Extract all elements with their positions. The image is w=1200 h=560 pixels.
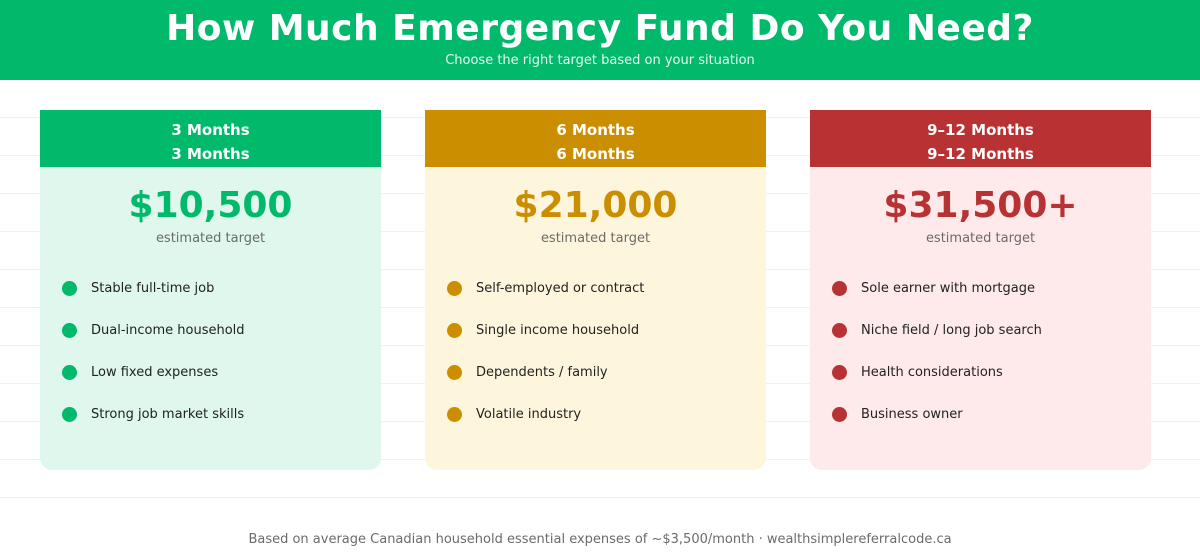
bullet-dot-icon — [832, 364, 847, 380]
list-item-label: Self-employed or contract — [476, 280, 645, 296]
card-6-months: 6 Months 6 Months $21,000 estimated targ… — [425, 110, 766, 470]
list-item-label: Single income household — [476, 322, 640, 338]
card-note: estimated target — [155, 231, 266, 246]
card-label-repeat: 3 Months — [171, 145, 250, 163]
bullet-dot-icon — [62, 280, 77, 296]
card-label-repeat: 9–12 Months — [927, 145, 1034, 163]
list-item: Self-employed or contract — [447, 267, 766, 309]
card-header: 9–12 Months 9–12 Months — [810, 110, 1151, 167]
list-item-label: Dual-income household — [91, 322, 245, 338]
list-item-label: Sole earner with mortgage — [861, 280, 1035, 296]
bullet-dot-icon — [832, 280, 847, 296]
list-item-label: Niche field / long job search — [861, 322, 1042, 338]
list-item-label: Stable full-time job — [91, 280, 215, 296]
list-item-label: Strong job market skills — [91, 406, 245, 422]
list-item: Sole earner with mortgage — [832, 267, 1151, 309]
card-amount: $10,500 — [128, 185, 293, 226]
list-item: Strong job market skills — [62, 393, 381, 435]
card-note: estimated target — [540, 231, 651, 246]
list-item-label: Business owner — [861, 406, 963, 422]
card-header: 6 Months 6 Months — [425, 110, 766, 167]
bullet-dot-icon — [447, 280, 462, 296]
card-label-repeat: 6 Months — [556, 145, 635, 163]
list-item: Niche field / long job search — [832, 309, 1151, 351]
card-criteria-list: Self-employed or contract Single income … — [425, 267, 766, 435]
card-label: 3 Months — [171, 121, 250, 139]
list-item: Single income household — [447, 309, 766, 351]
bullet-dot-icon — [62, 322, 77, 338]
bullet-dot-icon — [447, 406, 462, 422]
list-item: Low fixed expenses — [62, 351, 381, 393]
card-amount: $21,000 — [513, 185, 678, 226]
bullet-dot-icon — [447, 322, 462, 338]
list-item-label: Volatile industry — [476, 406, 582, 422]
card-9-12-months: 9–12 Months 9–12 Months $31,500+ estimat… — [810, 110, 1151, 470]
bullet-dot-icon — [62, 364, 77, 380]
card-amount: $31,500+ — [883, 185, 1078, 226]
list-item: Stable full-time job — [62, 267, 381, 309]
list-item-label: Dependents / family — [476, 364, 608, 380]
card-label: 6 Months — [556, 121, 635, 139]
page-title: How Much Emergency Fund Do You Need? — [166, 8, 1034, 49]
footer-note: Based on average Canadian household esse… — [0, 532, 1200, 548]
bullet-dot-icon — [832, 322, 847, 338]
card-criteria-list: Stable full-time job Dual-income househo… — [40, 267, 381, 435]
list-item: Business owner — [832, 393, 1151, 435]
list-item: Health considerations — [832, 351, 1151, 393]
bullet-dot-icon — [62, 406, 77, 422]
bullet-dot-icon — [832, 406, 847, 422]
list-item: Volatile industry — [447, 393, 766, 435]
card-note: estimated target — [925, 231, 1036, 246]
list-item: Dependents / family — [447, 351, 766, 393]
card-3-months: 3 Months 3 Months $10,500 estimated targ… — [40, 110, 381, 470]
card-label: 9–12 Months — [927, 121, 1034, 139]
list-item: Dual-income household — [62, 309, 381, 351]
header-banner: How Much Emergency Fund Do You Need? Cho… — [0, 0, 1200, 80]
list-item-label: Health considerations — [861, 364, 1003, 380]
list-item-label: Low fixed expenses — [91, 364, 219, 380]
card-header: 3 Months 3 Months — [40, 110, 381, 167]
bullet-dot-icon — [447, 364, 462, 380]
card-criteria-list: Sole earner with mortgage Niche field / … — [810, 267, 1151, 435]
page-subtitle: Choose the right target based on your si… — [445, 53, 755, 68]
